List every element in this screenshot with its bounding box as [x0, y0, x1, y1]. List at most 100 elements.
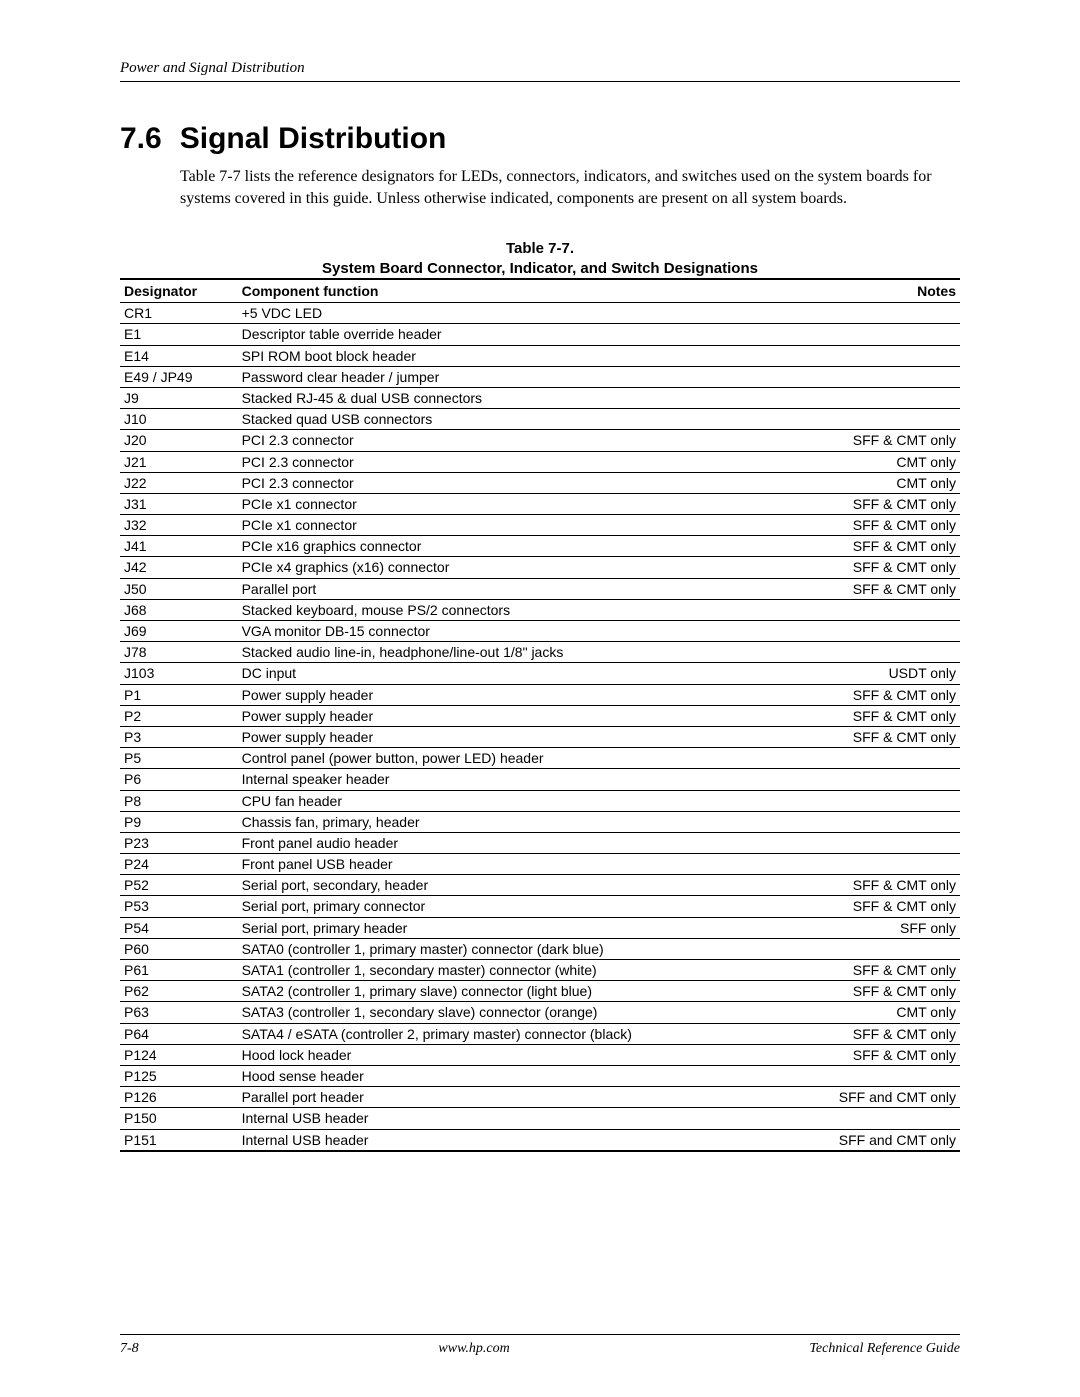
cell-designator: J22: [120, 472, 238, 493]
cell-function: PCI 2.3 connector: [238, 451, 759, 472]
cell-notes: [758, 811, 960, 832]
table-row: J9Stacked RJ-45 & dual USB connectors: [120, 387, 960, 408]
table-row: E49 / JP49Password clear header / jumper: [120, 366, 960, 387]
cell-designator: P23: [120, 832, 238, 853]
cell-notes: SFF & CMT only: [758, 1044, 960, 1065]
cell-notes: SFF & CMT only: [758, 981, 960, 1002]
cell-designator: J41: [120, 536, 238, 557]
table-row: P63SATA3 (controller 1, secondary slave)…: [120, 1002, 960, 1023]
cell-function: +5 VDC LED: [238, 303, 759, 324]
cell-notes: SFF & CMT only: [758, 726, 960, 747]
cell-function: PCIe x4 graphics (x16) connector: [238, 557, 759, 578]
col-notes: Notes: [758, 279, 960, 303]
cell-function: Stacked keyboard, mouse PS/2 connectors: [238, 599, 759, 620]
cell-notes: [758, 303, 960, 324]
table-row: P9Chassis fan, primary, header: [120, 811, 960, 832]
cell-designator: P52: [120, 875, 238, 896]
table-row: J21PCI 2.3 connectorCMT only: [120, 451, 960, 472]
caption-line-2: System Board Connector, Indicator, and S…: [120, 259, 960, 279]
cell-function: PCI 2.3 connector: [238, 472, 759, 493]
cell-designator: P3: [120, 726, 238, 747]
table-row: J50Parallel portSFF & CMT only: [120, 578, 960, 599]
table-row: E1Descriptor table override header: [120, 324, 960, 345]
footer-page-number: 7-8: [120, 1341, 139, 1357]
table-row: P61SATA1 (controller 1, secondary master…: [120, 960, 960, 981]
table-row: P3Power supply headerSFF & CMT only: [120, 726, 960, 747]
cell-designator: J42: [120, 557, 238, 578]
cell-notes: SFF & CMT only: [758, 960, 960, 981]
table-body: CR1+5 VDC LEDE1Descriptor table override…: [120, 303, 960, 1151]
cell-function: Power supply header: [238, 684, 759, 705]
cell-function: SATA4 / eSATA (controller 2, primary mas…: [238, 1023, 759, 1044]
table-row: P124Hood lock headerSFF & CMT only: [120, 1044, 960, 1065]
cell-function: Serial port, primary connector: [238, 896, 759, 917]
cell-notes: [758, 345, 960, 366]
cell-function: CPU fan header: [238, 790, 759, 811]
cell-notes: SFF & CMT only: [758, 1023, 960, 1044]
cell-notes: CMT only: [758, 472, 960, 493]
cell-function: Stacked RJ-45 & dual USB connectors: [238, 387, 759, 408]
cell-function: Front panel USB header: [238, 854, 759, 875]
table-row: P54Serial port, primary headerSFF only: [120, 917, 960, 938]
cell-function: PCIe x1 connector: [238, 493, 759, 514]
table-row: P6Internal speaker header: [120, 769, 960, 790]
cell-notes: SFF & CMT only: [758, 515, 960, 536]
cell-designator: P53: [120, 896, 238, 917]
running-header: Power and Signal Distribution: [120, 60, 960, 82]
table-header-row: Designator Component function Notes: [120, 279, 960, 303]
table-row: J31PCIe x1 connectorSFF & CMT only: [120, 493, 960, 514]
cell-function: Control panel (power button, power LED) …: [238, 748, 759, 769]
cell-designator: P6: [120, 769, 238, 790]
cell-notes: [758, 769, 960, 790]
cell-designator: P1: [120, 684, 238, 705]
col-designator: Designator: [120, 279, 238, 303]
cell-notes: SFF & CMT only: [758, 705, 960, 726]
cell-notes: [758, 409, 960, 430]
cell-notes: SFF & CMT only: [758, 875, 960, 896]
cell-function: Serial port, primary header: [238, 917, 759, 938]
table-caption: Table 7-7. System Board Connector, Indic…: [120, 239, 960, 278]
table-row: P126Parallel port headerSFF and CMT only: [120, 1087, 960, 1108]
cell-designator: J103: [120, 663, 238, 684]
cell-notes: [758, 599, 960, 620]
cell-designator: P2: [120, 705, 238, 726]
cell-function: PCIe x16 graphics connector: [238, 536, 759, 557]
table-row: P52Serial port, secondary, headerSFF & C…: [120, 875, 960, 896]
table-row: P64SATA4 / eSATA (controller 2, primary …: [120, 1023, 960, 1044]
table-row: P23Front panel audio header: [120, 832, 960, 853]
cell-function: SATA1 (controller 1, secondary master) c…: [238, 960, 759, 981]
cell-designator: J32: [120, 515, 238, 536]
cell-notes: SFF & CMT only: [758, 493, 960, 514]
cell-function: Hood sense header: [238, 1065, 759, 1086]
table-row: P60SATA0 (controller 1, primary master) …: [120, 938, 960, 959]
cell-function: Front panel audio header: [238, 832, 759, 853]
table-wrap: Table 7-7. System Board Connector, Indic…: [120, 239, 960, 1152]
cell-function: Parallel port header: [238, 1087, 759, 1108]
cell-notes: SFF and CMT only: [758, 1129, 960, 1151]
cell-notes: CMT only: [758, 451, 960, 472]
cell-designator: J10: [120, 409, 238, 430]
footer-doc-title: Technical Reference Guide: [809, 1341, 960, 1357]
cell-notes: SFF & CMT only: [758, 896, 960, 917]
table-row: J103DC inputUSDT only: [120, 663, 960, 684]
table-row: P1Power supply headerSFF & CMT only: [120, 684, 960, 705]
cell-function: Descriptor table override header: [238, 324, 759, 345]
cell-function: Power supply header: [238, 726, 759, 747]
cell-designator: J78: [120, 642, 238, 663]
cell-function: SATA2 (controller 1, primary slave) conn…: [238, 981, 759, 1002]
cell-notes: [758, 366, 960, 387]
cell-notes: SFF & CMT only: [758, 557, 960, 578]
table-row: P150Internal USB header: [120, 1108, 960, 1129]
section-intro: Table 7-7 lists the reference designator…: [180, 166, 960, 209]
cell-function: Stacked audio line-in, headphone/line-ou…: [238, 642, 759, 663]
cell-designator: P151: [120, 1129, 238, 1151]
cell-notes: [758, 387, 960, 408]
section-heading: 7.6Signal Distribution: [120, 122, 960, 156]
col-function: Component function: [238, 279, 759, 303]
section-number: 7.6: [120, 122, 162, 156]
cell-designator: J68: [120, 599, 238, 620]
table-row: CR1+5 VDC LED: [120, 303, 960, 324]
cell-notes: [758, 324, 960, 345]
cell-notes: [758, 642, 960, 663]
table-row: P2Power supply headerSFF & CMT only: [120, 705, 960, 726]
